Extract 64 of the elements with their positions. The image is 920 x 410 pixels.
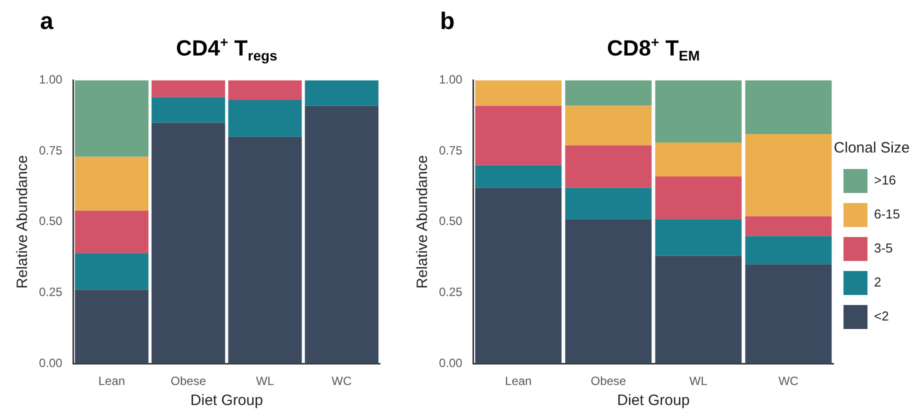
bar <box>745 80 832 134</box>
x-tick-label: Obese <box>590 374 626 388</box>
bar <box>655 142 742 177</box>
legend-label: 3-5 <box>874 240 893 256</box>
bar <box>565 80 652 106</box>
y-tick-label: 0.50 <box>438 214 463 228</box>
y-tick-label: 1.00 <box>38 72 63 87</box>
bar <box>745 264 832 364</box>
y-tick-label: 0.00 <box>438 356 463 370</box>
bar <box>74 156 148 211</box>
bar <box>228 100 302 137</box>
x-tick-label: WL <box>256 374 274 388</box>
text: b <box>440 8 455 36</box>
bar <box>565 106 652 146</box>
bar <box>565 188 652 220</box>
bar <box>475 106 562 166</box>
y-tick-label: 1.00 <box>438 72 463 87</box>
bar <box>74 210 148 254</box>
x-tick-label: Lean <box>505 374 532 388</box>
y-axis-title: Relative Abundance <box>414 155 432 289</box>
legend-label: >16 <box>874 172 896 188</box>
bar <box>745 236 832 264</box>
bar <box>228 136 302 364</box>
bar <box>74 290 148 364</box>
bar <box>655 219 742 256</box>
chart-title: CD8$^{+}$ T$_{EM}$ <box>606 34 701 64</box>
bar <box>304 80 378 106</box>
legend-label: 2 <box>874 274 882 290</box>
y-tick-label: 0.25 <box>438 285 463 300</box>
x-tick-label: WC <box>332 374 352 388</box>
bar <box>304 106 378 364</box>
x-tick-label: Obese <box>170 374 206 388</box>
bar <box>565 145 652 188</box>
bar <box>475 188 562 364</box>
bar <box>745 216 832 236</box>
bar <box>74 253 148 290</box>
bar <box>152 80 226 98</box>
y-tick-label: 0.50 <box>38 214 63 228</box>
y-axis-title: Relative Abundance <box>14 155 32 289</box>
bar <box>655 80 742 143</box>
x-axis-title: Diet Group <box>617 392 690 410</box>
y-tick-label: 0.75 <box>438 143 463 158</box>
x-tick-label: Lean <box>98 374 126 388</box>
y-tick-label: 0.00 <box>38 356 63 370</box>
bar <box>152 122 226 364</box>
y-tick-label: 0.75 <box>38 143 63 158</box>
bar <box>745 134 832 216</box>
y-tick-label: 0.25 <box>38 285 63 300</box>
legend-label: 6-15 <box>874 206 900 222</box>
bar <box>475 80 562 106</box>
bar <box>565 219 652 364</box>
bar <box>655 176 742 220</box>
chart-title: CD4$^{+}$ T$_{regs}$ <box>174 34 278 64</box>
text: a <box>40 8 54 36</box>
x-tick-label: WL <box>689 374 708 388</box>
bar <box>475 165 562 188</box>
bar <box>152 97 226 123</box>
bar <box>74 80 148 157</box>
x-axis-title: Diet Group <box>190 392 263 410</box>
bar <box>655 256 742 364</box>
x-tick-label: WC <box>778 374 799 388</box>
legend-title: Clonal Size <box>834 140 910 157</box>
legend-label: <2 <box>874 308 889 324</box>
bar <box>228 80 302 100</box>
